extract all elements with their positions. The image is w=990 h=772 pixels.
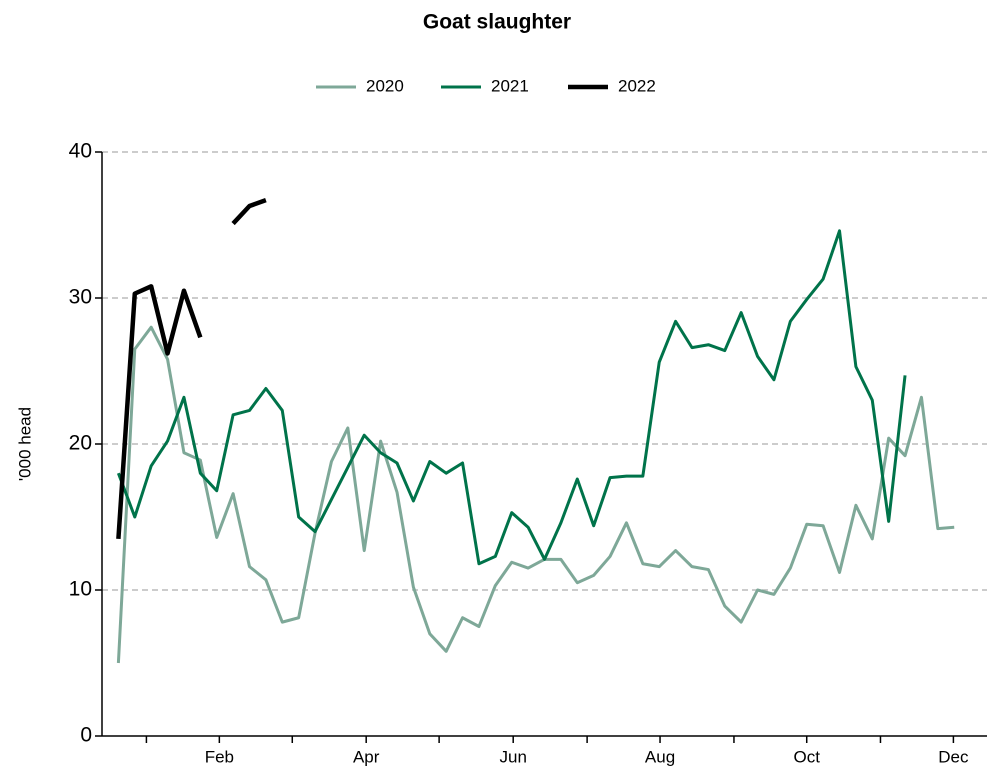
x-tick-label: Dec (938, 747, 969, 766)
x-tick-label: Apr (353, 747, 380, 766)
y-tick-label: 0 (80, 724, 92, 747)
line-series (116, 229, 907, 566)
legend-label: 2022 (618, 76, 656, 95)
y-tick-label: 40 (69, 140, 92, 163)
line-series (116, 325, 955, 664)
y-axis-label: '000 head (15, 407, 34, 481)
line-series (116, 198, 267, 540)
y-tick-label: 20 (69, 432, 92, 455)
x-tick-label: Oct (793, 747, 820, 766)
y-tick-label: 10 (69, 578, 92, 601)
legend-label: 2021 (491, 76, 529, 95)
x-tick-label: Jun (499, 747, 526, 766)
y-tick-label: 30 (69, 286, 92, 309)
x-tick-label: Feb (205, 747, 234, 766)
legend-label: 2020 (366, 76, 404, 95)
chart-title: Goat slaughter (423, 11, 571, 34)
x-tick-label: Aug (645, 747, 675, 766)
